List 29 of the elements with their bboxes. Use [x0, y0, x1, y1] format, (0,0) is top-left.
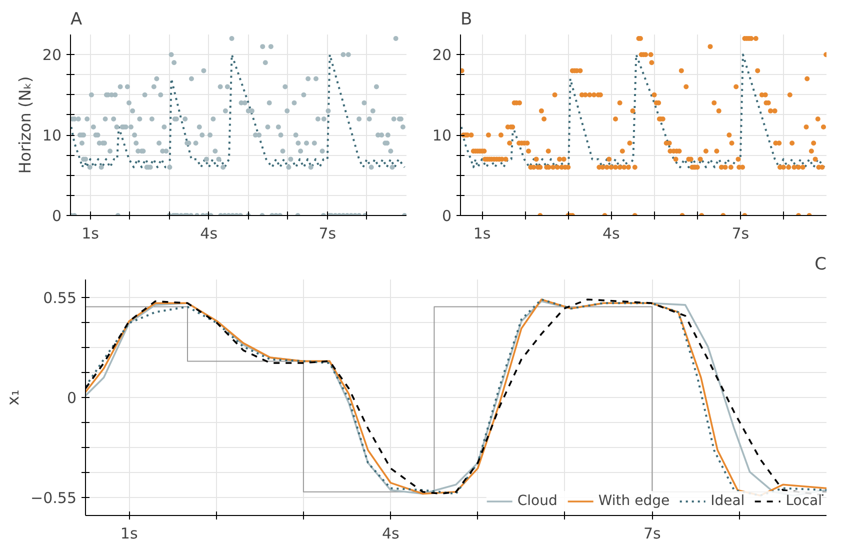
y-tick-label: 20 [42, 46, 62, 64]
legend-label: With edge [598, 493, 670, 509]
y-tick-label: 10 [432, 126, 452, 145]
chart-title: A [70, 10, 82, 30]
x-tick-label: 4s [200, 224, 218, 242]
x-tick-label: 4s [382, 524, 400, 542]
legend-label: Local [786, 493, 822, 509]
y-tick-label: 0 [66, 389, 77, 407]
y-tick-label: 0 [52, 207, 62, 225]
legend-label: Ideal [710, 493, 745, 509]
y-tick-label: 0 [442, 207, 452, 225]
x-tick-label: 7s [318, 224, 336, 242]
legend-label: Cloud [517, 493, 558, 509]
x-tick-label: 4s [602, 224, 620, 242]
y-axis-title: x₁ [4, 390, 23, 406]
chart-title: B [460, 10, 472, 30]
x-tick-label: 7s [732, 224, 750, 242]
x-tick-label: 7s [643, 524, 662, 542]
y-tick-label: 10 [42, 126, 62, 145]
y-axis-title: Horizon (Nₖ) [15, 76, 34, 174]
y-tick-label: −0.55 [30, 488, 76, 507]
chart-title: C [814, 254, 827, 274]
y-tick-label: 0.55 [43, 289, 77, 308]
x-tick-label: 1s [82, 224, 100, 242]
line-series [460, 54, 826, 168]
x-tick-label: 1s [473, 224, 491, 242]
line-series [70, 54, 406, 168]
y-tick-label: 20 [432, 46, 452, 64]
x-tick-label: 1s [120, 524, 138, 542]
